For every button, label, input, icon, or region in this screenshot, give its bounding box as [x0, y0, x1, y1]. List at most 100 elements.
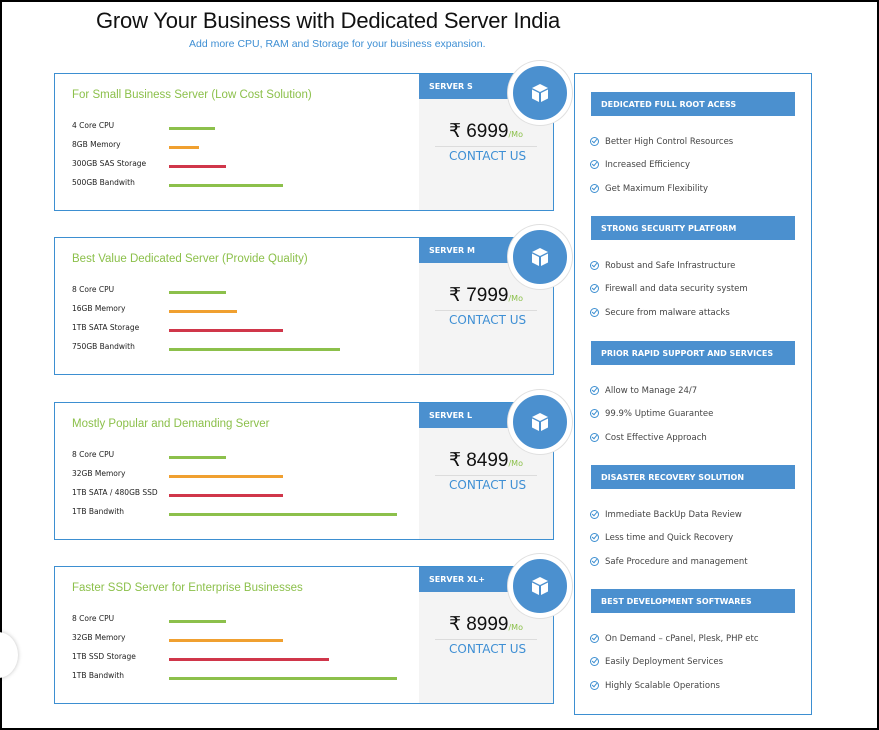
- plan-title: Best Value Dedicated Server (Provide Qua…: [72, 253, 308, 265]
- spec-level-bar: [169, 620, 226, 623]
- check-circle-icon: [590, 386, 599, 395]
- spec-label: 1TB Bandwith: [72, 671, 125, 680]
- spec-level-bar: [169, 494, 283, 497]
- spec-level-bar: [169, 658, 329, 661]
- price-amount: 7999: [466, 285, 509, 306]
- feature-heading: BEST DEVELOPMENT SOFTWARES: [591, 589, 795, 613]
- feature-item-label: Secure from malware attacks: [605, 308, 730, 318]
- page-subtitle: Add more CPU, RAM and Storage for your b…: [189, 38, 486, 50]
- feature-item: Less time and Quick Recovery: [590, 533, 734, 543]
- check-circle-icon: [590, 137, 599, 146]
- spec-label: 32GB Memory: [72, 633, 126, 642]
- server-badge: [508, 61, 572, 125]
- spec-level-bar: [169, 146, 199, 149]
- feature-item: Increased Efficiency: [590, 160, 691, 170]
- currency-symbol: ₹: [449, 285, 462, 306]
- feature-item: Allow to Manage 24/7: [590, 386, 697, 396]
- check-circle-icon: [590, 284, 599, 293]
- price-divider: [435, 639, 537, 640]
- spec-label: 8 Core CPU: [72, 285, 115, 294]
- feature-heading: DEDICATED FULL ROOT ACESS: [591, 92, 795, 116]
- feature-item: Cost Effective Approach: [590, 433, 707, 443]
- spec-label: 32GB Memory: [72, 469, 126, 478]
- feature-item: Highly Scalable Operations: [590, 681, 720, 691]
- feature-item-label: Less time and Quick Recovery: [605, 533, 734, 543]
- spec-level-bar: [169, 475, 283, 478]
- spec-level-bar: [169, 677, 397, 680]
- check-circle-icon: [590, 184, 599, 193]
- feature-item-label: Better High Control Resources: [605, 137, 734, 147]
- feature-item-label: Get Maximum Flexibility: [605, 184, 709, 194]
- price-divider: [435, 310, 537, 311]
- check-circle-icon: [590, 681, 599, 690]
- side-scroll-tab[interactable]: [0, 632, 18, 678]
- contact-us-link[interactable]: CONTACT US: [449, 149, 527, 163]
- check-circle-icon: [590, 557, 599, 566]
- spec-level-bar: [169, 310, 237, 313]
- plan-card: Faster SSD Server for Enterprise Busines…: [54, 566, 554, 704]
- price-period: /Mo: [508, 130, 523, 139]
- feature-item: Safe Procedure and management: [590, 557, 748, 567]
- feature-item: Immediate BackUp Data Review: [590, 510, 742, 520]
- feature-heading: STRONG SECURITY PLATFORM: [591, 216, 795, 240]
- spec-label: 1TB SATA / 480GB SSD: [72, 488, 158, 497]
- feature-item-label: Robust and Safe Infrastructure: [605, 261, 736, 271]
- feature-item-label: Increased Efficiency: [605, 160, 691, 170]
- price: ₹ 6999/Mo: [449, 120, 523, 143]
- feature-item: Robust and Safe Infrastructure: [590, 261, 736, 271]
- box-icon: [532, 413, 548, 431]
- feature-item: Firewall and data security system: [590, 284, 748, 294]
- feature-heading: DISASTER RECOVERY SOLUTION: [591, 465, 795, 489]
- feature-item-label: 99.9% Uptime Guarantee: [605, 409, 714, 419]
- price: ₹ 8499/Mo: [449, 449, 523, 472]
- feature-item-label: Safe Procedure and management: [605, 557, 748, 567]
- spec-label: 300GB SAS Storage: [72, 159, 147, 168]
- check-circle-icon: [590, 160, 599, 169]
- spec-label: 1TB SATA Storage: [72, 323, 140, 332]
- server-badge: [508, 225, 572, 289]
- price-period: /Mo: [508, 623, 523, 632]
- price-period: /Mo: [508, 294, 523, 303]
- features-panel: DEDICATED FULL ROOT ACESS Better High Con…: [574, 73, 812, 715]
- price-amount: 8999: [466, 614, 509, 635]
- box-icon: [532, 248, 548, 266]
- check-circle-icon: [590, 634, 599, 643]
- server-badge: [508, 554, 572, 618]
- feature-item-label: Firewall and data security system: [605, 284, 748, 294]
- currency-symbol: ₹: [449, 121, 462, 142]
- contact-us-link[interactable]: CONTACT US: [449, 642, 527, 656]
- check-circle-icon: [590, 409, 599, 418]
- feature-item-label: Immediate BackUp Data Review: [605, 510, 742, 520]
- price: ₹ 8999/Mo: [449, 613, 523, 636]
- plan-title: For Small Business Server (Low Cost Solu…: [72, 89, 312, 101]
- check-circle-icon: [590, 261, 599, 270]
- page-title: Grow Your Business with Dedicated Server…: [96, 8, 561, 33]
- contact-us-link[interactable]: CONTACT US: [449, 478, 527, 492]
- spec-label: 1TB SSD Storage: [72, 652, 136, 661]
- feature-item: Get Maximum Flexibility: [590, 184, 709, 194]
- feature-item: Secure from malware attacks: [590, 308, 730, 318]
- plan-title: Mostly Popular and Demanding Server: [72, 418, 270, 430]
- feature-heading: PRIOR RAPID SUPPORT AND SERVICES: [591, 341, 795, 365]
- spec-level-bar: [169, 348, 340, 351]
- spec-label: 4 Core CPU: [72, 121, 115, 130]
- check-circle-icon: [590, 657, 599, 666]
- check-circle-icon: [590, 510, 599, 519]
- contact-us-link[interactable]: CONTACT US: [449, 313, 527, 327]
- price-divider: [435, 146, 537, 147]
- spec-label: 8GB Memory: [72, 140, 121, 149]
- feature-item: Easily Deployment Services: [590, 657, 723, 667]
- spec-label: 500GB Bandwith: [72, 178, 135, 187]
- plan-card: Best Value Dedicated Server (Provide Qua…: [54, 237, 554, 375]
- feature-item-label: Easily Deployment Services: [605, 657, 723, 667]
- feature-item: Better High Control Resources: [590, 137, 734, 147]
- spec-level-bar: [169, 127, 215, 130]
- feature-item: On Demand – cPanel, Plesk, PHP etc: [590, 634, 759, 644]
- spec-label: 8 Core CPU: [72, 614, 115, 623]
- currency-symbol: ₹: [449, 450, 462, 471]
- plan-title: Faster SSD Server for Enterprise Busines…: [72, 582, 303, 594]
- price-amount: 6999: [466, 121, 509, 142]
- price-period: /Mo: [508, 459, 523, 468]
- server-badge: [508, 390, 572, 454]
